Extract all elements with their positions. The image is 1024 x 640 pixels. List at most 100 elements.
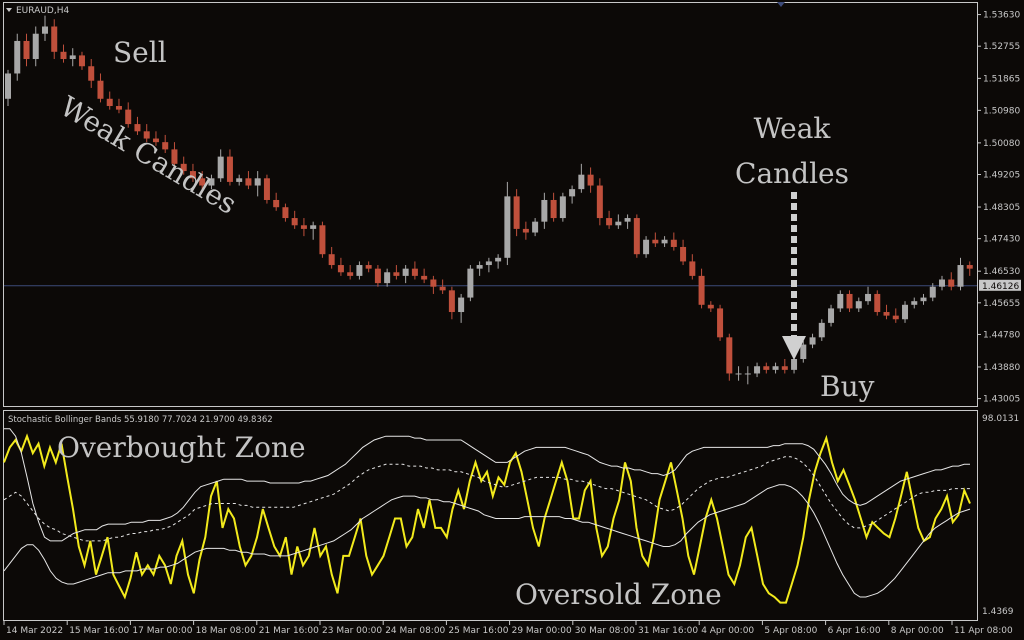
band-middle-line	[3, 456, 970, 542]
band-line	[3, 484, 971, 598]
candle-bear	[587, 174, 594, 186]
candle-bear	[365, 265, 372, 269]
candle-bull	[744, 373, 751, 375]
candle-bull	[5, 73, 11, 99]
annotation-sell: Sell	[113, 36, 167, 69]
candle-bull	[772, 366, 779, 370]
candle-bear	[60, 51, 67, 60]
candle-bull	[532, 221, 539, 233]
candle-bear	[374, 268, 381, 284]
candle-bear	[106, 98, 113, 107]
candle-bull	[402, 268, 409, 276]
candle-bull	[559, 196, 566, 219]
time-tick-label: 6 Apr 16:00	[828, 626, 881, 636]
candle-bear	[680, 246, 687, 262]
candle-bear	[781, 366, 788, 370]
chart-shift-marker-icon[interactable]	[777, 2, 785, 7]
candle-bear	[226, 156, 233, 182]
candle-bull	[458, 297, 465, 313]
candle-bull	[624, 218, 631, 222]
time-tick-label: 23 Mar 00:00	[322, 626, 382, 636]
price-tick-label: 1.49205	[983, 171, 1020, 181]
candle-bull	[754, 366, 761, 374]
candle-bear	[347, 272, 354, 276]
candle-bear	[51, 26, 58, 52]
time-tick-label: 15 Mar 16:00	[69, 626, 129, 636]
candle-bull	[541, 199, 548, 222]
candle-bear	[550, 199, 557, 219]
candle-bear	[726, 337, 733, 374]
candle-bull	[41, 26, 48, 34]
candle-bear	[337, 265, 344, 273]
candle-bull	[310, 225, 317, 229]
candle-bear	[125, 109, 132, 125]
price-tick-label: 1.50980	[983, 106, 1020, 116]
annotation-weak-candles-line1: Weak	[754, 112, 832, 145]
candlestick-series	[5, 15, 973, 385]
candle-bear	[143, 131, 150, 139]
candle-bear	[291, 218, 298, 226]
candle-bull	[504, 196, 511, 258]
candle-bear	[652, 239, 659, 244]
candle-bear	[282, 207, 289, 219]
price-tick-label: 1.53630	[983, 11, 1020, 21]
candle-bear	[430, 279, 437, 287]
time-tick-label: 4 Apr 00:00	[701, 626, 754, 636]
price-tick-label: 1.50080	[983, 139, 1020, 149]
annotation-weak-candles-line2: Candles	[735, 157, 849, 190]
price-tick-label: 1.52755	[983, 42, 1020, 52]
price-pane-frame	[3, 2, 978, 407]
price-tick-label: 1.43005	[983, 395, 1020, 405]
indicator-pane-frame	[3, 410, 978, 621]
candle-bear	[199, 178, 206, 186]
candle-bear	[162, 142, 169, 150]
candle-bear	[88, 66, 95, 81]
current-price-badge	[979, 279, 1021, 291]
candle-bull	[911, 301, 918, 305]
candle-bear	[874, 293, 881, 313]
candle-bear	[948, 279, 955, 287]
candle-bear	[513, 196, 520, 229]
dropdown-triangle-icon[interactable]	[6, 8, 12, 12]
time-tick-label: 17 Mar 00:00	[132, 626, 192, 636]
candle-bull	[809, 337, 816, 345]
band-line	[4, 428, 970, 542]
price-axis: 1.53630 1.52755 1.51865 1.50980 1.50080 1.492…	[4, 11, 1020, 405]
candle-bear	[171, 149, 178, 164]
candle-bear	[670, 239, 677, 247]
price-tick-label: 1.43880	[983, 363, 1020, 373]
candle-bull	[69, 55, 76, 60]
candle-bear	[115, 106, 122, 110]
candle-bull	[865, 293, 872, 302]
candle-bear	[273, 199, 280, 208]
time-tick-label: 29 Mar 00:00	[512, 626, 572, 636]
candle-bull	[467, 268, 474, 298]
indicator-label: Stochastic Bollinger Bands 55.9180 77.70…	[8, 415, 273, 425]
time-tick-label: 30 Mar 08:00	[575, 626, 635, 636]
candle-bull	[615, 221, 622, 226]
time-tick-label: 18 Mar 08:00	[196, 626, 256, 636]
time-tick-label: 14 Mar 2022	[6, 626, 63, 636]
time-tick-label: 25 Mar 16:00	[448, 626, 508, 636]
candle-bull	[356, 265, 363, 276]
candle-bear	[846, 293, 853, 309]
stochastic-line	[3, 433, 971, 604]
candle-bear	[300, 225, 307, 229]
price-tick-label: 1.46530	[983, 267, 1020, 277]
candle-bear	[134, 124, 141, 132]
annotation-overbought: Overbought Zone	[57, 431, 306, 464]
candle-bull	[495, 257, 502, 262]
annotation-buy: Buy	[820, 370, 875, 403]
candle-bull	[236, 178, 243, 182]
candle-bear	[689, 261, 696, 276]
candle-bear	[78, 55, 85, 67]
candle-bull	[837, 293, 844, 309]
time-axis: 14 Mar 2022 15 Mar 16:00 17 Mar 00:00 18 Ma…	[3, 621, 1013, 636]
candle-bear	[892, 315, 899, 320]
down-arrow-icon	[782, 336, 806, 360]
time-tick-label: 11 Apr 08:00	[954, 626, 1013, 636]
candle-bull	[254, 178, 261, 186]
symbol-label: EURAUD,H4	[16, 6, 69, 16]
